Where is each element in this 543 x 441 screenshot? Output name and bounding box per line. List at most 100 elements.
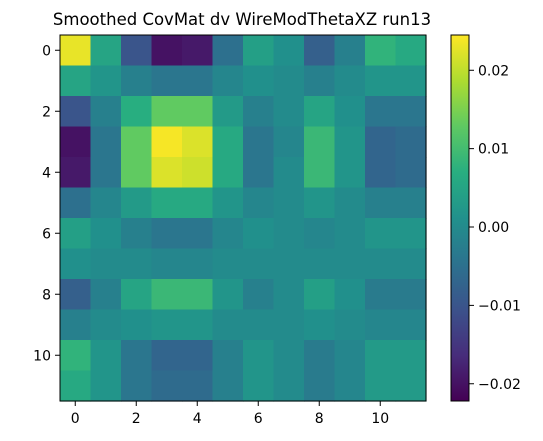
- heatmap-cell: [182, 218, 214, 250]
- x-tick-label: 2: [132, 411, 141, 427]
- heatmap-cell: [60, 279, 92, 311]
- heatmap-cell: [365, 340, 397, 372]
- heatmap-cell: [334, 65, 366, 97]
- heatmap-cell: [90, 309, 122, 341]
- heatmap-cell: [365, 187, 397, 219]
- heatmap-cell: [365, 370, 397, 402]
- heatmap-cell: [273, 65, 305, 97]
- colorbar-axis: −0.02 −0.01 0.00 0.01 0.02: [469, 63, 521, 393]
- heatmap-cell: [273, 96, 305, 128]
- heatmap-cell: [212, 248, 244, 280]
- colorbar-tick-label: 0.02: [478, 63, 509, 79]
- heatmap-cell: [151, 370, 183, 402]
- heatmap-cell: [334, 157, 366, 189]
- heatmap-cell: [365, 248, 397, 280]
- heatmap-cell: [60, 370, 92, 402]
- heatmap-cell: [243, 96, 275, 128]
- heatmap-cell: [334, 340, 366, 372]
- heatmap-cell: [395, 309, 427, 341]
- heatmap-cell: [395, 126, 427, 158]
- y-tick-label: 10: [33, 348, 51, 364]
- heatmap-cell: [121, 126, 153, 158]
- heatmap-cell: [121, 340, 153, 372]
- heatmap-cell: [151, 340, 183, 372]
- heatmap-cell: [243, 157, 275, 189]
- heatmap-cell: [60, 187, 92, 219]
- heatmap-cell: [395, 187, 427, 219]
- heatmap-cell: [304, 340, 336, 372]
- heatmap-cell: [395, 65, 427, 97]
- heatmap-cell: [151, 157, 183, 189]
- heatmap-cell: [304, 309, 336, 341]
- heatmap-cell: [365, 279, 397, 311]
- heatmap-cell: [212, 340, 244, 372]
- heatmap-cell: [182, 187, 214, 219]
- heatmap-cell: [121, 370, 153, 402]
- heatmap-cell: [243, 65, 275, 97]
- heatmap-cell: [273, 187, 305, 219]
- heatmap-cell: [182, 157, 214, 189]
- heatmap-cell: [60, 157, 92, 189]
- heatmap-cell: [60, 96, 92, 128]
- heatmap-cell: [60, 65, 92, 97]
- heatmap-cell: [304, 248, 336, 280]
- heatmap-cell: [243, 279, 275, 311]
- heatmap-cell: [182, 96, 214, 128]
- heatmap-cell: [365, 96, 397, 128]
- heatmap-cell: [151, 187, 183, 219]
- heatmap-cell: [395, 340, 427, 372]
- heatmap-cell: [243, 248, 275, 280]
- heatmap-cell: [182, 279, 214, 311]
- heatmap-cell: [60, 248, 92, 280]
- heatmap-cell: [334, 35, 366, 67]
- heatmap-cell: [395, 279, 427, 311]
- heatmap-cell: [334, 248, 366, 280]
- heatmap-cell: [395, 157, 427, 189]
- heatmap-cell: [121, 96, 153, 128]
- y-tick-label: 4: [42, 165, 51, 181]
- heatmap-cell: [212, 309, 244, 341]
- heatmap-cell: [90, 96, 122, 128]
- x-tick-label: 8: [315, 411, 324, 427]
- heatmap-cell: [273, 126, 305, 158]
- heatmap-cell: [182, 370, 214, 402]
- x-axis: 0 2 4 6 8 10: [71, 401, 389, 427]
- heatmap-cell: [395, 35, 427, 67]
- heatmap-cell: [365, 157, 397, 189]
- heatmap-cell: [273, 340, 305, 372]
- heatmap-cell: [273, 370, 305, 402]
- heatmap-cell: [90, 126, 122, 158]
- colorbar-tick-label: −0.02: [478, 377, 521, 393]
- heatmap-cell: [334, 187, 366, 219]
- heatmap-cell: [365, 218, 397, 250]
- heatmap-cell: [334, 370, 366, 402]
- heatmap-cell: [90, 157, 122, 189]
- y-tick-label: 0: [42, 43, 51, 59]
- y-tick-label: 6: [42, 226, 51, 242]
- heatmap-cell: [151, 35, 183, 67]
- heatmap-cell: [212, 126, 244, 158]
- x-tick-label: 0: [71, 411, 80, 427]
- heatmap-cell: [243, 218, 275, 250]
- heatmap-cell: [151, 65, 183, 97]
- x-tick-label: 10: [371, 411, 389, 427]
- heatmap-cell: [243, 370, 275, 402]
- heatmap-cell: [60, 126, 92, 158]
- heatmap-cell: [121, 35, 153, 67]
- y-axis: 0 2 4 6 8 10: [33, 43, 60, 364]
- heatmap-cell: [182, 309, 214, 341]
- heatmap-cell: [304, 370, 336, 402]
- heatmap-cell: [212, 218, 244, 250]
- heatmap-cell: [273, 309, 305, 341]
- plot-frame: [59, 34, 427, 402]
- colorbar-tick-label: −0.01: [478, 298, 521, 314]
- heatmap-cell: [182, 65, 214, 97]
- heatmap-cell: [60, 35, 92, 67]
- heatmap-cell: [121, 309, 153, 341]
- heatmap-cell: [90, 370, 122, 402]
- heatmap-cell: [365, 126, 397, 158]
- heatmap-cell: [304, 279, 336, 311]
- heatmap-cell: [395, 96, 427, 128]
- heatmap-cell: [60, 309, 92, 341]
